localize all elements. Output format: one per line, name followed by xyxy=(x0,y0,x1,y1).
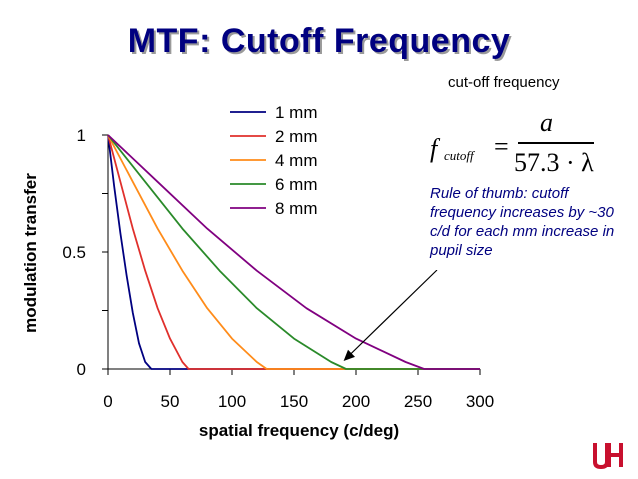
slide-title: MTF: Cutoff Frequency xyxy=(127,22,511,60)
x-tick-label: 300 xyxy=(466,392,494,411)
rule-of-thumb-note: Rule of thumb: cutoff frequency increase… xyxy=(430,185,615,259)
annotation-arrow-line xyxy=(347,269,438,358)
legend-label: 2 mm xyxy=(275,127,318,146)
y-tick-label: 1 xyxy=(77,126,86,145)
series-line-6-mm xyxy=(107,134,480,370)
formula-subscript: cutoff xyxy=(444,148,474,163)
x-axis-title: spatial frequency (c/deg) xyxy=(199,421,399,440)
logo-h-shape xyxy=(607,443,623,467)
series-lines xyxy=(107,134,480,370)
x-tick-label: 250 xyxy=(404,392,432,411)
y-tick-label: 0.5 xyxy=(62,243,86,262)
legend-label: 8 mm xyxy=(275,199,318,218)
info-header: cut-off frequency xyxy=(448,74,560,91)
annotation-arrow-head xyxy=(343,349,355,361)
logo-u-shape xyxy=(593,443,609,470)
cutoff-info-box: cut-off frequency f cutoff = a 57.3 · λ … xyxy=(422,62,618,270)
x-tick-label: 50 xyxy=(161,392,180,411)
fraction-bar xyxy=(518,142,594,144)
formula-numerator: a xyxy=(540,108,553,137)
formula-f: f xyxy=(430,134,438,163)
formula-denominator: 57.3 · λ xyxy=(514,148,594,177)
cutoff-formula: f cutoff = a 57.3 · λ xyxy=(422,102,618,192)
series-line-1-mm xyxy=(107,134,480,370)
x-tick-label: 200 xyxy=(342,392,370,411)
chart-legend: 1 mm 2 mm 4 mm 6 mm 8 mm xyxy=(230,103,318,218)
legend-label: 6 mm xyxy=(275,175,318,194)
x-tick-label: 0 xyxy=(103,392,112,411)
y-axis-title: modulation transfer xyxy=(21,173,40,333)
series-line-4-mm xyxy=(107,134,480,370)
y-tick-label: 0 xyxy=(77,360,86,379)
series-line-8-mm xyxy=(107,134,480,370)
legend-label: 4 mm xyxy=(275,151,318,170)
annotation-arrow xyxy=(343,269,438,361)
formula-equals: = xyxy=(494,132,509,161)
x-tick-label: 150 xyxy=(280,392,308,411)
university-logo-icon xyxy=(593,443,623,470)
series-line-2-mm xyxy=(107,134,480,370)
legend-label: 1 mm xyxy=(275,103,318,122)
x-tick-label: 100 xyxy=(218,392,246,411)
